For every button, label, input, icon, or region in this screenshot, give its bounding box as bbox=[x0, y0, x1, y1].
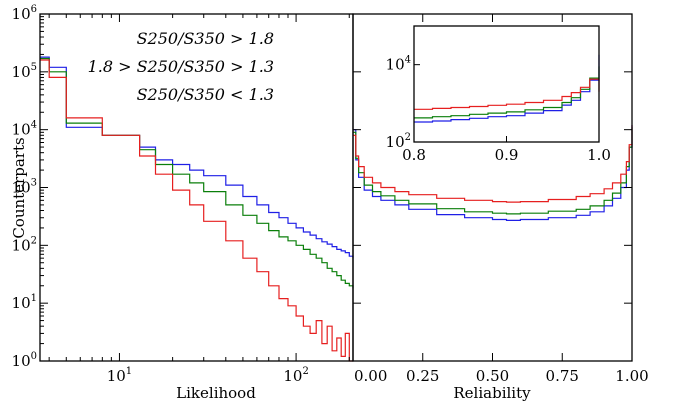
inset-y-tick-label: 104 bbox=[386, 55, 411, 74]
reliability-panel: 0.00 0.25 0.50 0.75 1.00 Reliability bbox=[352, 13, 649, 402]
reliability-x-tick-label: 0.75 bbox=[546, 367, 579, 385]
inset-x-tick-label: 0.9 bbox=[495, 146, 519, 164]
likelihood-y-tick-label: 101 bbox=[12, 293, 37, 312]
legend-entry-red: S250/S350 < 1.3 bbox=[137, 85, 274, 104]
reliability-series-red bbox=[353, 125, 633, 203]
likelihood-x-tick-label: 102 bbox=[283, 366, 308, 385]
likelihood-x-axis-label: Likelihood bbox=[176, 384, 256, 402]
inset-series-group bbox=[414, 54, 600, 123]
reliability-series-group bbox=[353, 125, 633, 221]
reliability-x-axis-label: Reliability bbox=[453, 384, 531, 402]
reliability-x-tick-label: 0.25 bbox=[406, 367, 439, 385]
likelihood-y-tick-label: 105 bbox=[12, 62, 37, 81]
inset-x-tick-label: 0.8 bbox=[402, 146, 426, 164]
likelihood-series-green bbox=[40, 57, 354, 289]
legend: S250/S350 > 1.8 1.8 > S250/S350 > 1.3 S250… bbox=[88, 29, 274, 104]
reliability-ticks: 0.00 0.25 0.50 0.75 1.00 bbox=[352, 13, 649, 385]
inset-series-red bbox=[414, 78, 600, 110]
inset-ticks: 0.8 0.9 1.0 102 104 bbox=[386, 55, 611, 164]
inset-x-tick-label: 1.0 bbox=[587, 146, 611, 164]
likelihood-y-tick-label: 106 bbox=[12, 4, 37, 23]
inset-background bbox=[414, 26, 599, 142]
likelihood-y-tick-label: 102 bbox=[12, 235, 37, 254]
likelihood-series-group bbox=[40, 56, 354, 362]
reliability-x-tick-label: 0.50 bbox=[476, 367, 509, 385]
likelihood-series-red bbox=[40, 59, 353, 362]
inset-y-tick-label: 102 bbox=[386, 132, 411, 151]
reliability-inset: 0.8 0.9 1.0 102 104 bbox=[386, 25, 611, 164]
counterparts-y-axis-label: Counterparts bbox=[10, 137, 28, 238]
likelihood-y-tick-label: 100 bbox=[12, 351, 37, 370]
likelihood-y-tick-label: 104 bbox=[12, 120, 37, 139]
reliability-series-green bbox=[353, 127, 633, 215]
likelihood-panel: 100 101 102 103 104 105 106 101 102 Likelihood C… bbox=[10, 4, 354, 402]
reliability-x-tick-label: 1.00 bbox=[615, 367, 648, 385]
reliability-x-tick-label: 0.00 bbox=[354, 367, 387, 385]
likelihood-series-blue bbox=[40, 56, 354, 259]
likelihood-ticks: 100 101 102 103 104 105 106 101 102 bbox=[12, 4, 350, 385]
legend-entry-green: 1.8 > S250/S350 > 1.3 bbox=[88, 57, 274, 76]
likelihood-x-tick-label: 101 bbox=[107, 366, 132, 385]
likelihood-y-tick-label: 103 bbox=[12, 178, 37, 197]
legend-entry-blue: S250/S350 > 1.8 bbox=[137, 29, 274, 48]
